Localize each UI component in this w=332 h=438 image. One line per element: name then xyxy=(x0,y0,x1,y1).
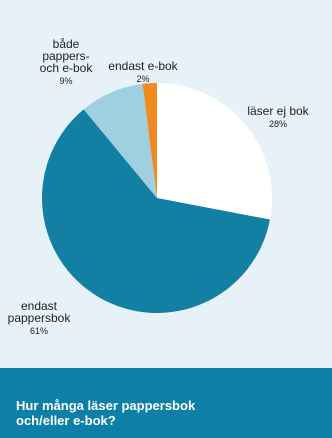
slice-label-4: endast e-bok 2% xyxy=(108,59,178,84)
slice-label-2: endast pappersbok 61% xyxy=(8,299,72,336)
pie-slice-1 xyxy=(157,83,272,220)
slice-label-1: läser ej bok 28% xyxy=(247,104,309,129)
pie-slice-2 xyxy=(42,109,270,313)
chart-title: Hur många läser pappersbok och/eller e-b… xyxy=(16,398,196,428)
pie-slice-4 xyxy=(142,83,157,198)
pie-slice-3 xyxy=(83,83,157,198)
chart-title-bar: Hur många läser pappersbok och/eller e-b… xyxy=(0,368,332,438)
slice-label-3: både pappers-och e-bok 9% xyxy=(40,37,94,86)
pie-chart-svg: läser ej bok 28% endast pappersbok 61% både pa… xyxy=(8,37,310,336)
pie-chart: läser ej bok 28% endast pappersbok 61% både pa… xyxy=(8,37,310,336)
